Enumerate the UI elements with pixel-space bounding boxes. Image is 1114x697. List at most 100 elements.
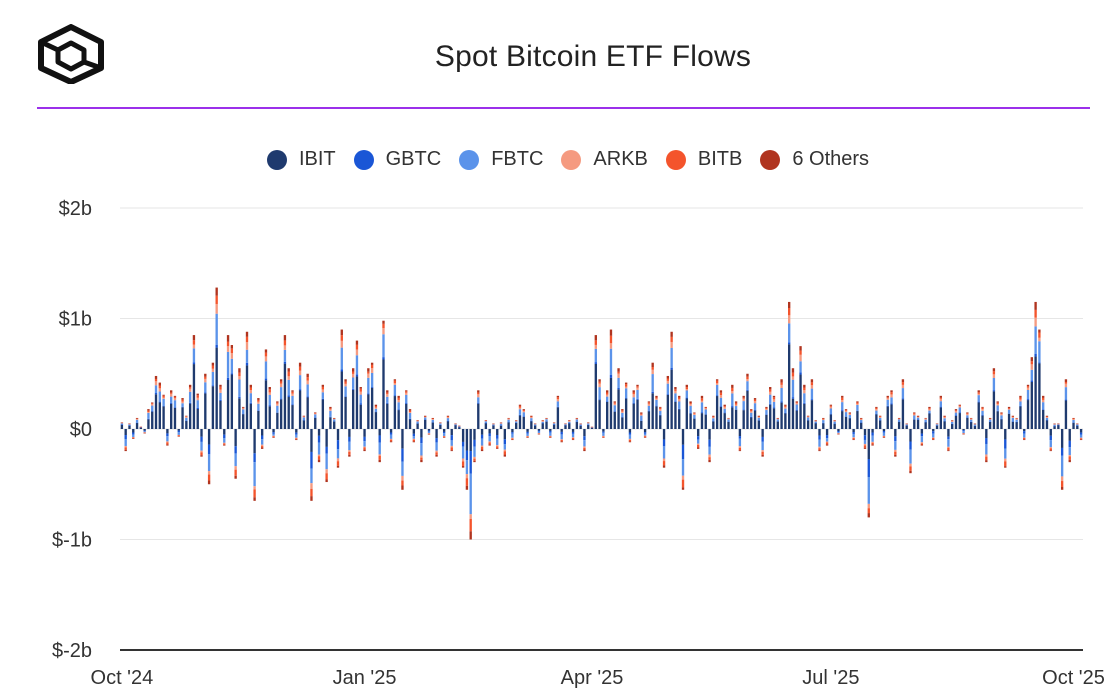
day-bar[interactable] <box>659 406 662 429</box>
day-bar[interactable] <box>1007 406 1011 429</box>
day-bar[interactable] <box>234 429 237 479</box>
day-bar[interactable] <box>791 368 795 429</box>
day-bar[interactable] <box>295 429 298 441</box>
day-bar[interactable] <box>192 335 196 429</box>
day-bar[interactable] <box>772 395 776 429</box>
day-bar[interactable] <box>298 362 302 429</box>
day-bar[interactable] <box>951 420 954 429</box>
day-bar[interactable] <box>488 429 491 446</box>
day-bar[interactable] <box>427 429 431 435</box>
day-bar[interactable] <box>196 393 199 429</box>
day-bar[interactable] <box>556 395 560 429</box>
day-bar[interactable] <box>333 417 336 429</box>
day-bar[interactable] <box>784 404 787 429</box>
day-bar[interactable] <box>204 373 207 429</box>
day-bar[interactable] <box>731 384 734 429</box>
day-bar[interactable] <box>279 379 283 429</box>
day-bar[interactable] <box>435 429 438 457</box>
day-bar[interactable] <box>750 409 753 429</box>
day-bar[interactable] <box>173 395 177 429</box>
legend-item-gbtc[interactable]: GBTC <box>353 148 441 171</box>
day-bar[interactable] <box>776 417 779 429</box>
legend-item-fbtc[interactable]: FBTC <box>459 148 543 171</box>
day-bar[interactable] <box>985 429 988 463</box>
day-bar[interactable] <box>454 423 457 429</box>
day-bar[interactable] <box>996 401 999 429</box>
day-bar[interactable] <box>442 429 446 438</box>
day-bar[interactable] <box>367 368 370 429</box>
day-bar[interactable] <box>1049 429 1052 452</box>
day-bar[interactable] <box>329 406 332 429</box>
day-bar[interactable] <box>143 429 146 434</box>
day-bar[interactable] <box>1030 357 1033 429</box>
day-bar[interactable] <box>128 423 131 429</box>
day-bar[interactable] <box>1053 423 1056 429</box>
day-bar[interactable] <box>378 429 381 463</box>
day-bar[interactable] <box>833 420 836 429</box>
legend-item-ibit[interactable]: IBIT <box>266 148 336 171</box>
day-bar[interactable] <box>1060 429 1064 490</box>
day-bar[interactable] <box>890 390 893 429</box>
day-bar[interactable] <box>1068 429 1071 463</box>
day-bar[interactable] <box>878 415 882 429</box>
day-bar[interactable] <box>511 429 514 441</box>
day-bar[interactable] <box>871 429 874 446</box>
day-bar[interactable] <box>541 420 544 429</box>
day-bar[interactable] <box>314 412 317 429</box>
day-bar[interactable] <box>162 394 165 429</box>
day-bar[interactable] <box>708 429 711 463</box>
day-bar[interactable] <box>579 423 582 429</box>
day-bar[interactable] <box>928 406 931 429</box>
day-bar[interactable] <box>211 362 215 429</box>
day-bar[interactable] <box>939 395 942 429</box>
day-bar[interactable] <box>1019 395 1022 429</box>
day-bar[interactable] <box>867 429 870 518</box>
day-bar[interactable] <box>594 335 597 429</box>
day-bar[interactable] <box>1034 301 1037 429</box>
day-bar[interactable] <box>977 390 980 429</box>
day-bar[interactable] <box>681 429 685 490</box>
day-bar[interactable] <box>909 429 912 474</box>
day-bar[interactable] <box>264 349 268 429</box>
day-bar[interactable] <box>450 429 453 452</box>
day-bar[interactable] <box>583 429 586 452</box>
day-bar[interactable] <box>1015 417 1018 429</box>
day-bar[interactable] <box>170 390 173 429</box>
day-bar[interactable] <box>223 429 226 446</box>
day-bar[interactable] <box>382 320 385 429</box>
day-bar[interactable] <box>1038 329 1041 429</box>
day-bar[interactable] <box>522 409 525 429</box>
day-bar[interactable] <box>765 406 768 429</box>
day-bar[interactable] <box>795 401 798 429</box>
day-bar[interactable] <box>863 429 867 449</box>
day-bar[interactable] <box>897 417 901 429</box>
day-bar[interactable] <box>249 384 252 429</box>
day-bar[interactable] <box>886 395 889 429</box>
day-bar[interactable] <box>552 422 556 429</box>
day-bar[interactable] <box>564 423 567 429</box>
day-bar[interactable] <box>348 429 351 457</box>
day-bar[interactable] <box>700 395 704 429</box>
day-bar[interactable] <box>408 409 412 429</box>
day-bar[interactable] <box>704 406 707 429</box>
day-bar[interactable] <box>359 387 362 429</box>
day-bar[interactable] <box>431 417 434 429</box>
day-bar[interactable] <box>393 379 397 429</box>
day-bar[interactable] <box>473 429 476 463</box>
day-bar[interactable] <box>283 335 287 429</box>
day-bar[interactable] <box>590 426 594 429</box>
day-bar[interactable] <box>507 417 510 429</box>
day-bar[interactable] <box>856 401 859 429</box>
day-bar[interactable] <box>230 345 234 429</box>
day-bar[interactable] <box>257 398 260 429</box>
day-bar[interactable] <box>1011 415 1015 429</box>
day-bar[interactable] <box>602 429 605 438</box>
day-bar[interactable] <box>325 429 328 483</box>
day-bar[interactable] <box>829 404 833 429</box>
day-bar[interactable] <box>261 429 264 449</box>
day-bar[interactable] <box>655 395 658 429</box>
day-bar[interactable] <box>848 412 852 429</box>
day-bar[interactable] <box>526 429 529 438</box>
day-bar[interactable] <box>1076 423 1079 429</box>
day-bar[interactable] <box>715 379 719 429</box>
